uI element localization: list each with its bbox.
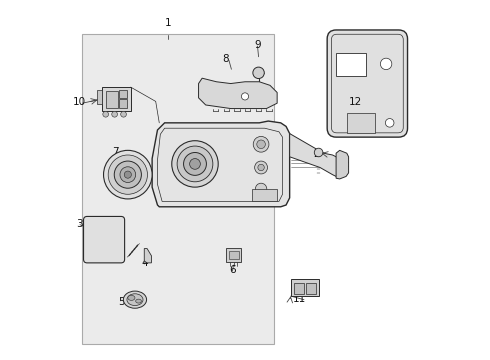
- Circle shape: [120, 167, 136, 183]
- Bar: [102, 87, 131, 111]
- Circle shape: [121, 111, 126, 117]
- Circle shape: [190, 158, 200, 169]
- Text: 8: 8: [222, 54, 229, 64]
- Text: 1: 1: [165, 18, 172, 28]
- Bar: [106, 91, 118, 108]
- Bar: [252, 189, 277, 202]
- Text: 7: 7: [112, 147, 119, 157]
- Text: 3: 3: [76, 219, 83, 229]
- Circle shape: [314, 148, 323, 157]
- Ellipse shape: [136, 299, 142, 303]
- Circle shape: [258, 164, 264, 171]
- Text: 9: 9: [254, 40, 261, 50]
- Bar: [119, 90, 127, 98]
- Polygon shape: [198, 78, 277, 109]
- Polygon shape: [290, 134, 338, 176]
- Bar: [82, 33, 273, 344]
- Circle shape: [253, 67, 264, 78]
- Text: 12: 12: [348, 97, 362, 107]
- Bar: [226, 248, 242, 262]
- Polygon shape: [336, 150, 348, 179]
- Text: 10: 10: [73, 97, 85, 107]
- Circle shape: [124, 171, 131, 178]
- Bar: [336, 53, 367, 76]
- Circle shape: [112, 111, 118, 117]
- Circle shape: [255, 161, 268, 174]
- Text: 2: 2: [313, 149, 320, 159]
- Circle shape: [103, 111, 109, 117]
- Circle shape: [184, 153, 206, 175]
- Circle shape: [172, 141, 218, 187]
- Circle shape: [257, 140, 266, 149]
- Bar: [97, 90, 102, 104]
- Bar: [119, 99, 127, 108]
- Polygon shape: [152, 121, 290, 207]
- Circle shape: [253, 136, 269, 152]
- Circle shape: [103, 150, 152, 199]
- Bar: [347, 113, 375, 133]
- Text: 5: 5: [119, 297, 125, 307]
- Circle shape: [380, 58, 392, 69]
- Bar: [291, 279, 319, 296]
- Polygon shape: [144, 249, 151, 263]
- Ellipse shape: [123, 291, 147, 308]
- Text: 4: 4: [141, 258, 147, 268]
- Circle shape: [255, 183, 267, 195]
- FancyBboxPatch shape: [83, 216, 124, 263]
- Circle shape: [242, 93, 248, 100]
- Ellipse shape: [128, 296, 135, 300]
- FancyBboxPatch shape: [327, 30, 408, 137]
- Bar: [228, 251, 239, 259]
- Bar: [306, 283, 317, 294]
- Text: 11: 11: [293, 294, 306, 303]
- Text: 6: 6: [229, 265, 236, 275]
- Circle shape: [386, 118, 394, 127]
- Circle shape: [108, 155, 147, 194]
- Circle shape: [114, 161, 142, 188]
- Circle shape: [177, 146, 213, 182]
- Bar: [294, 283, 304, 294]
- Ellipse shape: [127, 294, 143, 306]
